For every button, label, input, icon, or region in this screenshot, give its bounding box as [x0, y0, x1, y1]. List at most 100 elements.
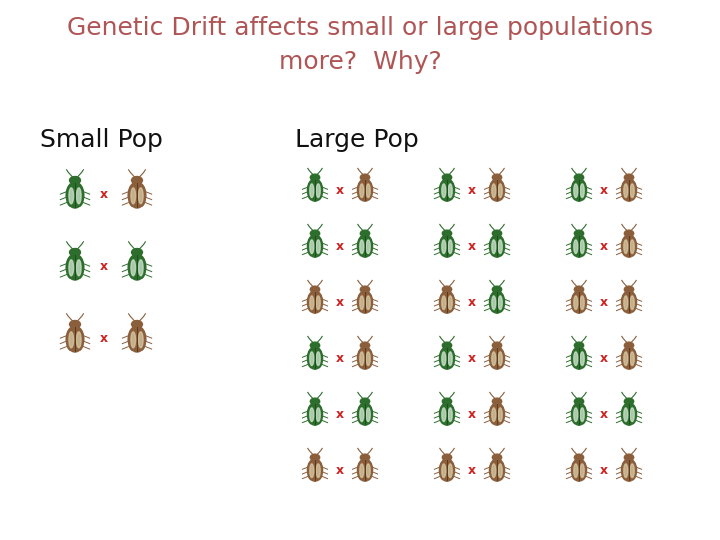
Ellipse shape — [574, 184, 577, 198]
Ellipse shape — [307, 347, 323, 369]
Ellipse shape — [75, 185, 84, 206]
Ellipse shape — [307, 406, 315, 424]
Ellipse shape — [572, 403, 587, 425]
Ellipse shape — [131, 188, 135, 204]
Ellipse shape — [315, 462, 323, 480]
Ellipse shape — [70, 177, 81, 184]
Ellipse shape — [621, 347, 636, 369]
Ellipse shape — [316, 352, 320, 366]
Ellipse shape — [498, 408, 503, 422]
Ellipse shape — [621, 291, 636, 313]
Ellipse shape — [630, 240, 634, 254]
Ellipse shape — [622, 462, 629, 480]
Ellipse shape — [629, 350, 636, 368]
Ellipse shape — [75, 258, 84, 278]
Ellipse shape — [316, 240, 320, 254]
Ellipse shape — [440, 406, 447, 424]
Ellipse shape — [572, 350, 579, 368]
Ellipse shape — [366, 240, 370, 254]
Ellipse shape — [624, 352, 628, 366]
Ellipse shape — [492, 174, 502, 181]
Ellipse shape — [138, 260, 143, 276]
Ellipse shape — [621, 403, 636, 425]
Ellipse shape — [310, 286, 320, 293]
Ellipse shape — [490, 462, 497, 480]
Ellipse shape — [490, 235, 505, 257]
Ellipse shape — [580, 240, 584, 254]
Ellipse shape — [129, 258, 137, 278]
Ellipse shape — [442, 230, 451, 237]
Ellipse shape — [310, 352, 314, 366]
Ellipse shape — [70, 248, 81, 256]
Ellipse shape — [307, 238, 315, 256]
Text: x: x — [100, 260, 108, 273]
Ellipse shape — [572, 459, 587, 481]
Ellipse shape — [307, 403, 323, 425]
Ellipse shape — [490, 406, 497, 424]
Ellipse shape — [442, 454, 451, 461]
Ellipse shape — [365, 406, 372, 424]
Ellipse shape — [358, 182, 365, 200]
Ellipse shape — [572, 182, 579, 200]
Ellipse shape — [439, 459, 454, 481]
Ellipse shape — [624, 286, 634, 293]
Text: x: x — [600, 408, 608, 421]
Ellipse shape — [447, 294, 454, 312]
Ellipse shape — [621, 459, 636, 481]
Ellipse shape — [580, 352, 584, 366]
Ellipse shape — [129, 329, 137, 350]
Ellipse shape — [498, 464, 503, 477]
Ellipse shape — [492, 184, 496, 198]
Ellipse shape — [622, 294, 629, 312]
Ellipse shape — [447, 406, 454, 424]
Ellipse shape — [498, 296, 503, 309]
Ellipse shape — [360, 342, 369, 349]
Ellipse shape — [138, 332, 143, 348]
Ellipse shape — [449, 296, 452, 309]
Ellipse shape — [624, 230, 634, 237]
Ellipse shape — [492, 408, 496, 422]
Ellipse shape — [307, 235, 323, 257]
Ellipse shape — [449, 408, 452, 422]
Ellipse shape — [365, 350, 372, 368]
Ellipse shape — [76, 332, 81, 348]
Ellipse shape — [315, 182, 323, 200]
Text: x: x — [336, 184, 344, 197]
Ellipse shape — [629, 462, 636, 480]
Ellipse shape — [366, 408, 370, 422]
Ellipse shape — [624, 296, 628, 309]
Ellipse shape — [572, 462, 579, 480]
Ellipse shape — [439, 291, 454, 313]
Ellipse shape — [497, 182, 504, 200]
Ellipse shape — [624, 240, 628, 254]
Ellipse shape — [358, 462, 365, 480]
Ellipse shape — [492, 286, 502, 293]
Ellipse shape — [66, 254, 84, 280]
Ellipse shape — [358, 238, 365, 256]
Ellipse shape — [498, 352, 503, 366]
Ellipse shape — [316, 296, 320, 309]
Ellipse shape — [574, 464, 577, 477]
Ellipse shape — [138, 188, 143, 204]
Ellipse shape — [76, 260, 81, 276]
Ellipse shape — [315, 238, 323, 256]
Ellipse shape — [630, 352, 634, 366]
Ellipse shape — [360, 286, 369, 293]
Ellipse shape — [490, 459, 505, 481]
Ellipse shape — [490, 350, 497, 368]
Ellipse shape — [310, 296, 314, 309]
Ellipse shape — [574, 240, 577, 254]
Ellipse shape — [365, 238, 372, 256]
Ellipse shape — [574, 352, 577, 366]
Ellipse shape — [579, 182, 586, 200]
Ellipse shape — [579, 238, 586, 256]
Ellipse shape — [307, 459, 323, 481]
Ellipse shape — [366, 352, 370, 366]
Ellipse shape — [492, 296, 496, 309]
Ellipse shape — [442, 296, 446, 309]
Ellipse shape — [622, 238, 629, 256]
Ellipse shape — [310, 398, 320, 404]
Ellipse shape — [307, 350, 315, 368]
Ellipse shape — [490, 403, 505, 425]
Ellipse shape — [447, 462, 454, 480]
